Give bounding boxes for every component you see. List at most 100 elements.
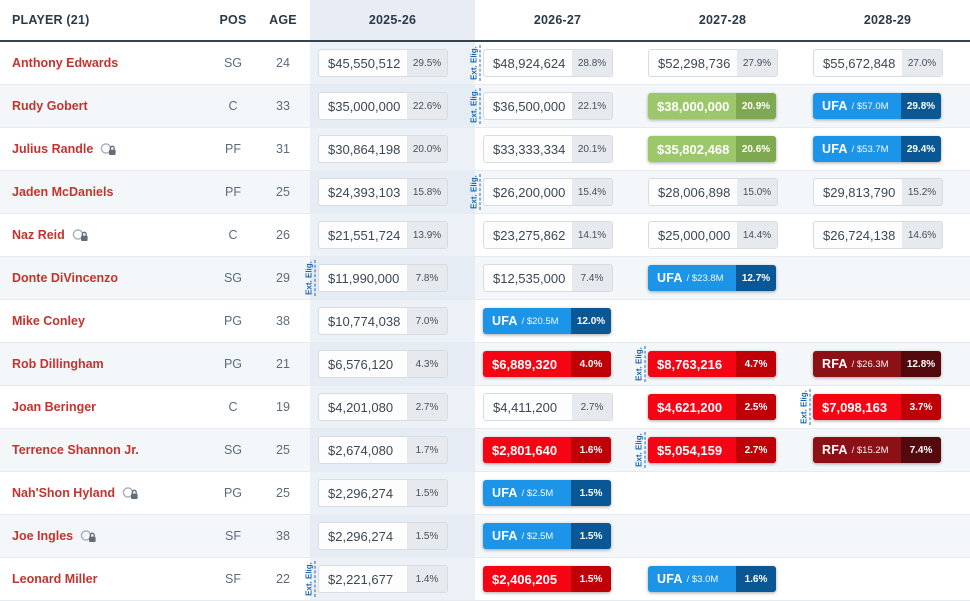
ufa-pill: UFA / $2.5M 1.5% <box>483 523 611 549</box>
player-position: SG <box>223 271 243 285</box>
player-name-link[interactable]: Nah'Shon Hyland <box>12 486 115 500</box>
option-lock-icon <box>122 487 138 499</box>
extension-eligible-label[interactable]: Ext. Elig. <box>469 174 481 210</box>
season-cell-2025-26: $2,674,080 1.7% <box>310 429 475 471</box>
season-cell-2026-27: $2,801,640 1.6% <box>475 429 640 471</box>
season-cell-2027-28: Ext. Elig. $8,763,216 4.7% <box>634 343 805 385</box>
season-cell-2026-27: Ext. Elig. $26,200,000 15.4% <box>469 171 640 213</box>
season-cell-2026-27: $2,406,205 1.5% <box>475 558 640 600</box>
extension-eligible-label[interactable]: Ext. Elig. <box>634 432 646 468</box>
player-row: Rob Dillingham PG 21 $6,576,120 4.3% $6,8… <box>0 343 970 386</box>
season-cell-2026-27: UFA / $20.5M 12.0% <box>475 300 640 342</box>
player-age: 22 <box>276 572 290 586</box>
salary-value: $6,889,320 <box>492 356 558 372</box>
season-cell-2026-27: $4,411,200 2.7% <box>475 386 640 428</box>
extension-eligible-label[interactable]: Ext. Elig. <box>799 389 811 425</box>
salary-value: $8,763,216 <box>657 356 723 372</box>
player-cell: Leonard Miller <box>0 558 210 600</box>
cap-percentage: 2.5% <box>736 394 776 420</box>
extension-eligible-label[interactable]: Ext. Elig. <box>304 260 316 296</box>
salary-pill: $29,813,790 15.2% <box>813 178 943 206</box>
salary-value: $2,296,274 <box>328 528 394 544</box>
season-cell-2025-26: $30,864,198 20.0% <box>310 128 475 170</box>
season-cell-2027-28: $38,000,000 20.9% <box>640 85 805 127</box>
salary-pill: $7,098,163 3.7% <box>813 394 941 420</box>
salary-value: $24,393,103 <box>328 184 401 200</box>
cap-percentage: 1.5% <box>571 566 611 592</box>
salary-value: $52,298,736 <box>658 55 731 71</box>
player-position: SG <box>223 56 243 70</box>
season-cell-2027-28: $25,000,000 14.4% <box>640 214 805 256</box>
player-name-link[interactable]: Rudy Gobert <box>12 99 88 113</box>
player-position: PG <box>223 486 243 500</box>
player-cell: Naz Reid <box>0 214 210 256</box>
player-age: 24 <box>276 56 290 70</box>
player-name-link[interactable]: Mike Conley <box>12 314 85 328</box>
player-cell: Joan Beringer <box>0 386 210 428</box>
player-name-link[interactable]: Naz Reid <box>12 228 65 242</box>
player-position: PG <box>223 314 243 328</box>
season-cell-2026-27: UFA / $2.5M 1.5% <box>475 472 640 514</box>
season-cell-2025-26: $6,576,120 4.3% <box>310 343 475 385</box>
cap-percentage: 7.4% <box>572 265 612 291</box>
player-cell: Rudy Gobert <box>0 85 210 127</box>
cap-percentage: 14.1% <box>572 222 612 248</box>
season-cell-2027-28: $28,006,898 15.0% <box>640 171 805 213</box>
player-row: Rudy Gobert C 33 $35,000,000 22.6% Ext. E… <box>0 85 970 128</box>
player-cell: Rob Dillingham <box>0 343 210 385</box>
player-age: 29 <box>276 271 290 285</box>
player-name-link[interactable]: Terrence Shannon Jr. <box>12 443 139 457</box>
player-position: SF <box>225 572 241 586</box>
player-name-link[interactable]: Leonard Miller <box>12 572 98 586</box>
extension-eligible-label[interactable]: Ext. Elig. <box>634 346 646 382</box>
salary-value: $2,296,274 <box>328 485 394 501</box>
cap-percentage: 1.5% <box>571 480 611 506</box>
salary-value: $23,275,862 <box>493 227 566 243</box>
salary-pill: $24,393,103 15.8% <box>318 178 448 206</box>
cap-percentage: 15.2% <box>902 179 942 205</box>
salary-value: $4,411,200 <box>493 399 558 415</box>
player-position: SF <box>225 529 241 543</box>
player-name-link[interactable]: Rob Dillingham <box>12 357 104 371</box>
season-cell-2028-29 <box>805 515 970 557</box>
salary-value: $38,000,000 <box>657 98 730 114</box>
player-row: Jaden McDaniels PF 25 $24,393,103 15.8% E… <box>0 171 970 214</box>
option-lock-icon <box>72 229 88 241</box>
extension-eligible-label[interactable]: Ext. Elig. <box>469 45 481 81</box>
player-position: C <box>228 228 238 242</box>
salary-value: $28,006,898 <box>658 184 731 200</box>
player-cell: Mike Conley <box>0 300 210 342</box>
player-name-link[interactable]: Joan Beringer <box>12 400 97 414</box>
cap-percentage: 1.4% <box>407 566 447 592</box>
salary-value: $21,551,724 <box>328 227 401 243</box>
cap-percentage: 27.9% <box>737 50 777 76</box>
salary-value: $48,924,624 <box>493 55 566 71</box>
cap-percentage: 22.6% <box>407 93 447 119</box>
player-name-link[interactable]: Donte DiVincenzo <box>12 271 119 285</box>
season-cell-2028-29: RFA / $15.2M 7.4% <box>805 429 970 471</box>
salary-pill: $2,801,640 1.6% <box>483 437 611 463</box>
table-header: PLAYER (21) POS AGE 2025-26 2026-27 2027… <box>0 0 970 42</box>
player-cell: Donte DiVincenzo <box>0 257 210 299</box>
ufa-pill: UFA / $3.0M 1.6% <box>648 566 776 592</box>
player-name-link[interactable]: Julius Randle <box>12 142 94 156</box>
salary-pill: $36,500,000 22.1% <box>483 92 613 120</box>
season-cell-2025-26: $24,393,103 15.8% <box>310 171 475 213</box>
column-header-season-2026-27: 2026-27 <box>533 13 582 27</box>
player-name-link[interactable]: Jaden McDaniels <box>12 185 114 199</box>
salary-pill: $21,551,724 13.9% <box>318 221 448 249</box>
ufa-pill: UFA / $57.0M 29.8% <box>813 93 941 119</box>
salary-value: $25,000,000 <box>658 227 731 243</box>
cap-percentage: 4.0% <box>571 351 611 377</box>
salary-pill: $10,774,038 7.0% <box>318 307 448 335</box>
player-name-link[interactable]: Joe Ingles <box>12 529 74 543</box>
salary-pill: $35,802,468 20.6% <box>648 136 776 162</box>
player-cell: Anthony Edwards <box>0 42 210 84</box>
player-name-link[interactable]: Anthony Edwards <box>12 56 119 70</box>
cap-percentage: 1.5% <box>571 523 611 549</box>
salary-value: $55,672,848 <box>823 55 896 71</box>
salary-pill: $35,000,000 22.6% <box>318 92 448 120</box>
season-cell-2028-29 <box>805 558 970 600</box>
extension-eligible-label[interactable]: Ext. Elig. <box>469 88 481 124</box>
extension-eligible-label[interactable]: Ext. Elig. <box>304 561 316 597</box>
